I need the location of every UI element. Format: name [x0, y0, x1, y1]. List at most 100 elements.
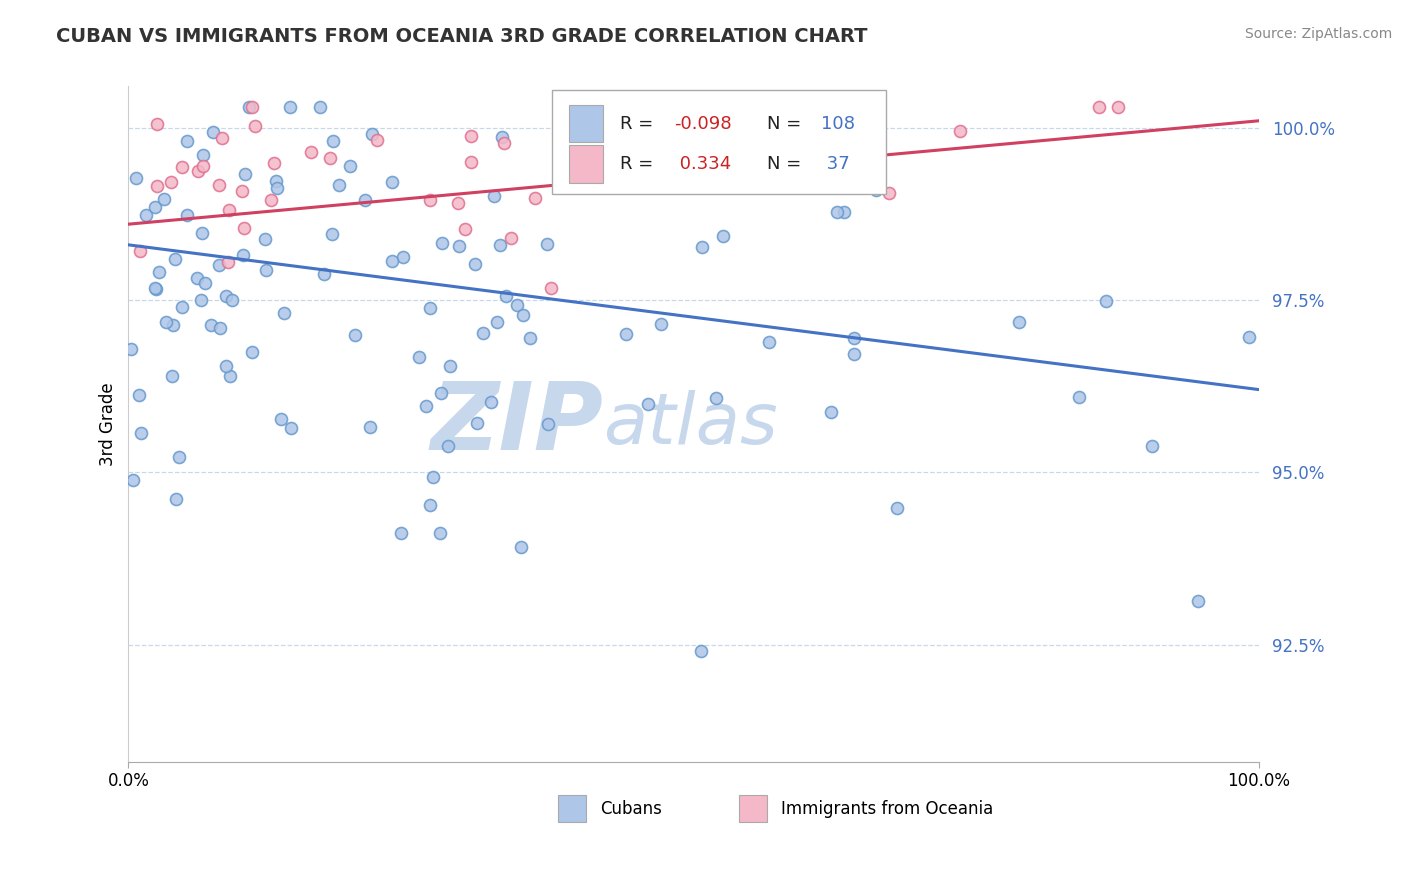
Point: [143, 281, 166, 295]
Point: [361, 127, 384, 141]
Point: [339, 159, 361, 173]
Point: [449, 239, 471, 253]
Point: [460, 154, 482, 169]
Point: [299, 145, 322, 160]
Text: -0.098: -0.098: [675, 114, 733, 133]
Point: [263, 156, 285, 170]
Point: [343, 327, 366, 342]
Point: [366, 133, 388, 147]
Point: [155, 315, 177, 329]
Point: [495, 289, 517, 303]
Point: [832, 205, 855, 219]
Text: Cubans: Cubans: [600, 800, 662, 818]
Point: [711, 229, 734, 244]
Text: 37: 37: [821, 155, 851, 173]
Point: [208, 178, 231, 192]
Point: [463, 257, 485, 271]
Point: [208, 321, 231, 335]
Point: [354, 193, 377, 207]
Point: [233, 221, 256, 235]
Point: [650, 317, 672, 331]
Point: [191, 226, 214, 240]
Point: [710, 100, 733, 114]
Point: [190, 293, 212, 308]
Point: [359, 420, 381, 434]
Point: [706, 391, 728, 405]
Point: [328, 178, 350, 192]
Point: [152, 192, 174, 206]
Point: [637, 397, 659, 411]
Point: [447, 195, 470, 210]
Point: [219, 369, 242, 384]
Point: [176, 134, 198, 148]
Point: [160, 368, 183, 383]
Point: [254, 262, 277, 277]
FancyBboxPatch shape: [553, 90, 886, 194]
Point: [238, 100, 260, 114]
Point: [524, 191, 547, 205]
Point: [381, 253, 404, 268]
Point: [1094, 293, 1116, 308]
Point: [1140, 440, 1163, 454]
Point: [419, 498, 441, 512]
Point: [689, 177, 711, 191]
Point: [650, 100, 672, 114]
Point: [172, 300, 194, 314]
Point: [489, 238, 512, 252]
Point: [842, 331, 865, 345]
Point: [163, 252, 186, 267]
Point: [121, 473, 143, 487]
Point: [419, 193, 441, 207]
Point: [877, 186, 900, 200]
Point: [211, 130, 233, 145]
Text: N =: N =: [768, 155, 807, 173]
Point: [437, 439, 460, 453]
Point: [120, 342, 142, 356]
Point: [200, 318, 222, 333]
Point: [519, 331, 541, 345]
Point: [280, 421, 302, 435]
Point: [381, 175, 404, 189]
Point: [162, 318, 184, 332]
Point: [1237, 329, 1260, 343]
Point: [135, 208, 157, 222]
Point: [143, 200, 166, 214]
Point: [312, 267, 335, 281]
Point: [193, 147, 215, 161]
Point: [859, 130, 882, 145]
Point: [218, 202, 240, 217]
Point: [948, 123, 970, 137]
Point: [1107, 100, 1129, 114]
Point: [419, 301, 441, 315]
Point: [221, 293, 243, 307]
Point: [540, 280, 562, 294]
Point: [845, 162, 868, 177]
Point: [201, 125, 224, 139]
Point: [148, 265, 170, 279]
Point: [492, 136, 515, 150]
Point: [193, 159, 215, 173]
Point: [128, 388, 150, 402]
Point: [865, 183, 887, 197]
Point: [506, 298, 529, 312]
Point: [429, 525, 451, 540]
Point: [460, 128, 482, 143]
Point: [214, 289, 236, 303]
Point: [690, 239, 713, 253]
Point: [233, 167, 256, 181]
Point: [232, 248, 254, 262]
Text: N =: N =: [768, 114, 807, 133]
Text: CUBAN VS IMMIGRANTS FROM OCEANIA 3RD GRADE CORRELATION CHART: CUBAN VS IMMIGRANTS FROM OCEANIA 3RD GRA…: [56, 27, 868, 45]
Point: [245, 119, 267, 133]
Point: [574, 160, 596, 174]
Point: [231, 184, 253, 198]
Point: [481, 395, 503, 409]
Point: [491, 129, 513, 144]
Point: [1067, 390, 1090, 404]
Point: [415, 399, 437, 413]
FancyBboxPatch shape: [558, 796, 586, 822]
Point: [844, 347, 866, 361]
Point: [146, 117, 169, 131]
Point: [422, 470, 444, 484]
FancyBboxPatch shape: [569, 145, 603, 183]
